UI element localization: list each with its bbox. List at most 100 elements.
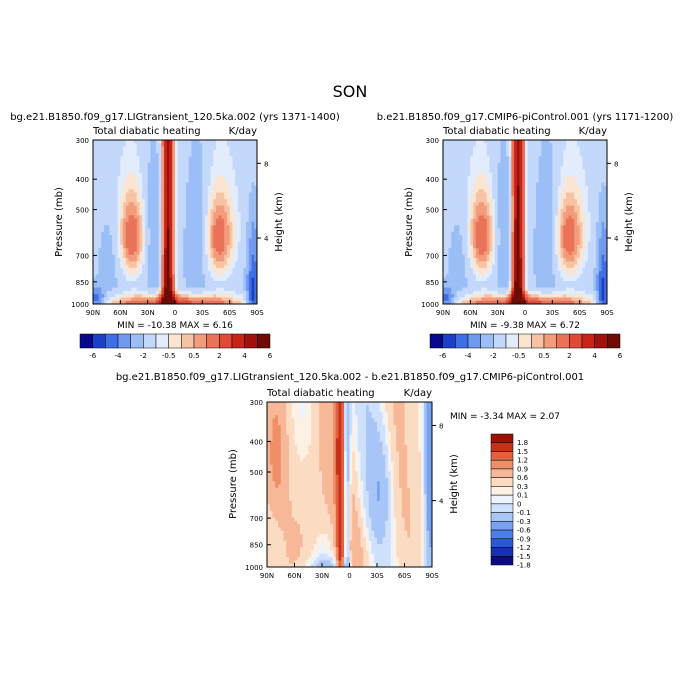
heatmap-cell (128, 264, 132, 269)
heatmap-cell (232, 248, 236, 252)
heatmap-cell (161, 290, 165, 295)
heatmap-cell (216, 202, 220, 206)
heatmap-cell (445, 231, 449, 236)
heatmap-cell (596, 182, 600, 187)
y-tick-label: 1000 (71, 301, 89, 309)
heatmap-cell (142, 267, 146, 272)
heatmap-cell (574, 215, 578, 220)
heatmap-cell (481, 199, 485, 203)
heatmap-cell (164, 251, 168, 256)
heatmap-cell (251, 153, 255, 157)
heatmap-cell (453, 235, 458, 239)
heatmap-cell (123, 192, 127, 197)
heatmap-cell (185, 172, 190, 177)
heatmap-cell (207, 159, 211, 164)
heatmap-cell (248, 297, 252, 302)
heatmap-cell (202, 274, 206, 279)
heatmap-cell (533, 146, 537, 151)
heatmap-cell (185, 185, 190, 190)
heatmap-cell (191, 225, 195, 229)
heatmap-cell (492, 228, 496, 233)
heatmap-cell (161, 212, 165, 216)
heatmap-cell (596, 149, 600, 154)
heatmap-cell (180, 277, 184, 282)
heatmap-cell (527, 169, 531, 174)
heatmap-cell (475, 172, 479, 177)
heatmap-cell (248, 267, 252, 272)
heatmap-cell (224, 297, 228, 302)
heatmap-cell (568, 189, 572, 193)
heatmap-cell (177, 182, 181, 187)
heatmap-cell (492, 166, 496, 170)
heatmap-cell (571, 169, 575, 174)
heatmap-cell (475, 212, 479, 216)
heatmap-cell (473, 159, 477, 164)
heatmap-cell (117, 297, 121, 302)
heatmap-cell (147, 238, 151, 243)
heatmap-cell (538, 146, 542, 151)
heatmap-cell (246, 146, 250, 151)
heatmap-cell (196, 202, 200, 206)
heatmap-cell (500, 156, 504, 161)
heatmap-cell (229, 143, 233, 147)
heatmap-cell (557, 228, 561, 233)
heatmap-cell (475, 176, 479, 180)
heatmap-cell (103, 235, 108, 239)
heatmap-cell (136, 297, 140, 302)
heatmap-cell (164, 192, 168, 197)
heatmap-cell (237, 287, 241, 292)
heatmap-cell (210, 284, 214, 288)
heatmap-cell (541, 169, 545, 174)
heatmap-cell (150, 248, 154, 252)
heatmap-cell (514, 185, 518, 190)
heatmap-cell (175, 231, 179, 236)
heatmap-cell (199, 172, 203, 177)
heatmap-cell (106, 300, 110, 305)
heatmap-cell (150, 218, 154, 223)
heatmap-cell (557, 182, 561, 187)
heatmap-cell (153, 140, 157, 144)
heatmap-cell (494, 192, 499, 197)
heatmap-cell (478, 215, 482, 220)
heatmap-cell (98, 179, 102, 183)
heatmap-cell (120, 159, 124, 164)
heatmap-cell (544, 225, 548, 229)
heatmap-cell (240, 185, 244, 190)
heatmap-cell (131, 153, 135, 157)
heatmap-cell (175, 281, 179, 285)
heatmap-cell (180, 248, 184, 252)
heatmap-cell (516, 235, 520, 239)
heatmap-cell (210, 222, 214, 226)
heatmap-cell (552, 149, 556, 154)
heatmap-cell (237, 251, 241, 256)
heatmap-cell (98, 149, 102, 154)
heatmap-cell (593, 218, 597, 223)
heatmap-cell (164, 162, 168, 167)
heatmap-cell (546, 241, 550, 246)
heatmap-cell (144, 215, 149, 220)
heatmap-cell (587, 189, 591, 193)
heatmap-cell (216, 258, 220, 262)
heatmap-cell (251, 254, 255, 259)
heatmap-cell (232, 140, 236, 144)
heatmap-cell (544, 208, 548, 213)
heatmap-cell (226, 218, 231, 223)
heatmap-cell (144, 199, 149, 203)
heatmap-cell (103, 189, 108, 193)
heatmap-cell (598, 208, 602, 213)
heatmap-cell (224, 287, 228, 292)
heatmap-cell (598, 218, 602, 223)
heatmap-cell (226, 277, 231, 282)
heatmap-cell (505, 159, 509, 164)
heatmap-cell (243, 169, 247, 174)
heatmap-cell (484, 140, 488, 144)
heatmap-cell (443, 169, 447, 174)
heatmap-cell (120, 189, 124, 193)
heatmap-cell (98, 251, 102, 256)
heatmap-cell (136, 238, 140, 243)
heatmap-cell (142, 274, 146, 279)
heatmap-cell (522, 182, 526, 187)
heatmap-cell (123, 271, 127, 275)
heatmap-cell (134, 159, 138, 164)
heatmap-cell (240, 231, 244, 236)
